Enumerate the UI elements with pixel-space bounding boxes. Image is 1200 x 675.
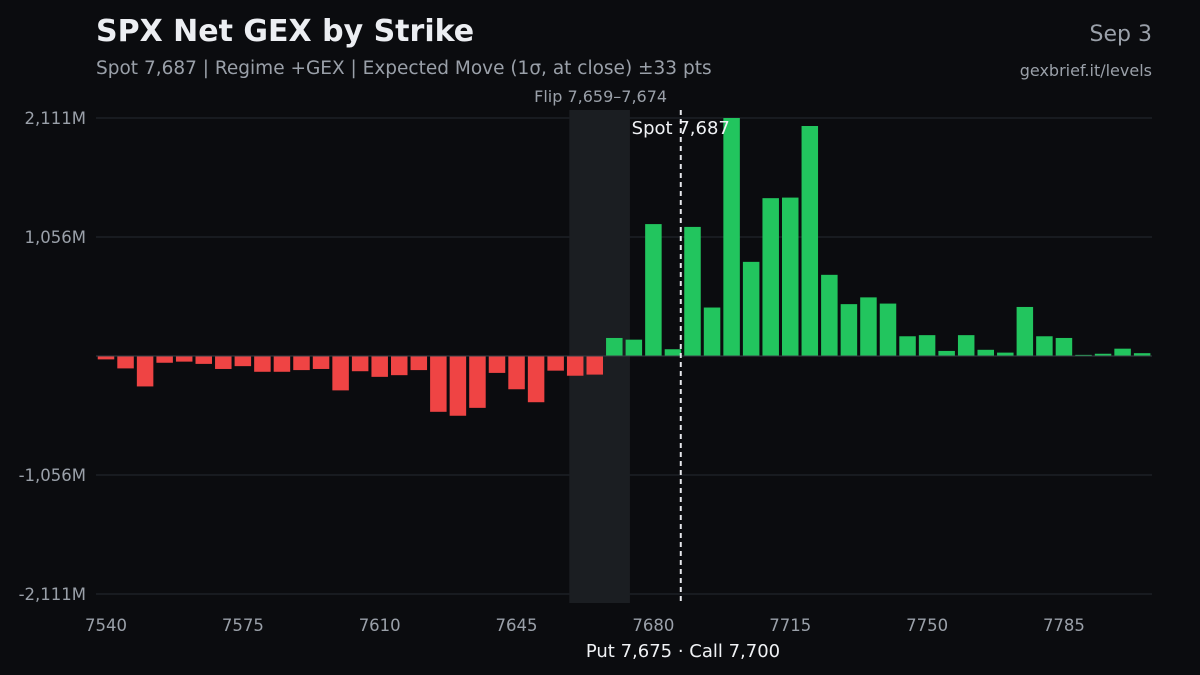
bar <box>762 198 779 356</box>
bar <box>351 356 369 372</box>
x-tick-label: 7575 <box>222 616 264 635</box>
bar <box>703 307 721 356</box>
bar <box>1055 337 1073 356</box>
bar <box>782 197 799 356</box>
bar <box>645 224 662 356</box>
x-tick-label: 7715 <box>769 616 811 635</box>
bar <box>234 356 252 367</box>
flip-zone-label: Flip 7,659–7,674 <box>534 87 667 106</box>
bar <box>1016 306 1034 356</box>
spot-marker: Spot 7,687 <box>632 110 730 603</box>
bar <box>821 274 838 356</box>
y-tick-label: 2,111M <box>25 109 86 128</box>
x-tick-label: 7680 <box>632 616 674 635</box>
bar <box>195 356 212 364</box>
x-tick-label: 7750 <box>906 616 948 635</box>
bar <box>391 356 408 376</box>
spot-label: Spot 7,687 <box>632 118 730 139</box>
bar <box>215 356 232 369</box>
bar <box>664 349 682 356</box>
x-tick-label: 7785 <box>1043 616 1085 635</box>
y-tick-label: 1,056M <box>25 228 86 247</box>
bar <box>586 356 603 375</box>
bar <box>918 335 936 356</box>
bar <box>97 356 115 360</box>
bar <box>117 356 134 369</box>
bar <box>136 356 154 387</box>
bar <box>879 303 897 356</box>
chart-subtitle: Spot 7,687 | Regime +GEX | Expected Move… <box>96 58 712 79</box>
bar <box>566 356 584 376</box>
bar <box>801 126 819 357</box>
bar <box>606 337 623 356</box>
bar <box>371 356 388 377</box>
bar <box>899 336 916 356</box>
bar <box>742 261 760 356</box>
bars <box>97 118 1151 416</box>
bar <box>997 352 1014 356</box>
bar <box>156 356 173 363</box>
x-tick-label: 7610 <box>359 616 401 635</box>
bar <box>254 356 271 372</box>
bar <box>840 304 858 356</box>
bar <box>469 356 486 408</box>
bar <box>488 356 506 373</box>
bar <box>273 356 291 372</box>
bar <box>175 356 193 362</box>
bar <box>547 356 564 371</box>
date-label: Sep 3 <box>1089 22 1152 47</box>
y-axis-ticks: 2,111M 1,056M -1,056M -2,111M <box>19 109 86 604</box>
bar <box>312 356 330 369</box>
y-tick-label: -1,056M <box>19 466 86 485</box>
bar <box>860 297 877 356</box>
walls-label: Put 7,675 · Call 7,700 <box>586 641 780 662</box>
bar <box>957 335 975 356</box>
source-link[interactable]: gexbrief.it/levels <box>1019 61 1152 80</box>
bar <box>1094 353 1112 356</box>
x-tick-label: 7645 <box>496 616 538 635</box>
bar <box>410 356 428 371</box>
y-tick-label: -2,111M <box>19 585 86 604</box>
chart-title: SPX Net GEX by Strike <box>96 14 475 49</box>
bar <box>1114 348 1131 356</box>
bar <box>723 118 740 356</box>
bar <box>449 356 467 416</box>
bar <box>1133 353 1151 356</box>
bar <box>527 356 545 403</box>
bar <box>625 339 643 356</box>
bar <box>684 226 701 356</box>
bar <box>508 356 525 390</box>
bar <box>430 356 447 412</box>
bar <box>332 356 349 391</box>
bar <box>938 350 955 356</box>
bar <box>293 356 310 371</box>
bar <box>977 349 994 356</box>
bar <box>1075 354 1092 356</box>
bar <box>1036 336 1053 356</box>
x-tick-label: 7540 <box>85 616 127 635</box>
x-axis-ticks: 7540 7575 7610 7645 7680 7715 7750 7785 <box>85 616 1085 635</box>
